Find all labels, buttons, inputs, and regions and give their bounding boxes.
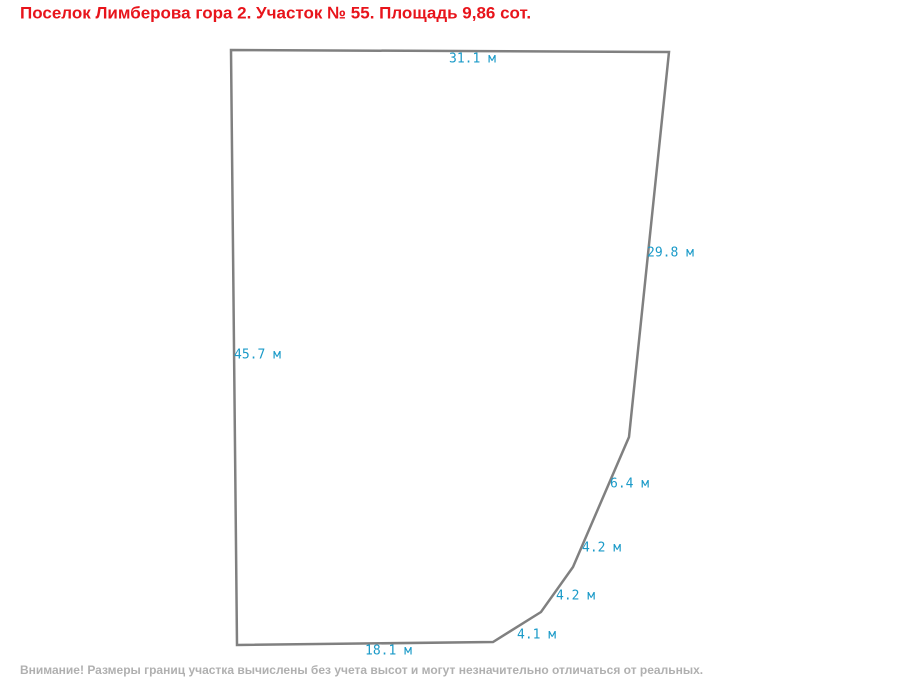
plot-boundary [229,48,671,647]
edge-length: 18.1 м [365,644,412,659]
disclaimer: Внимание! Размеры границ участка вычисле… [20,663,703,677]
edge-length: 4.2 м [556,589,595,604]
edge-length: 31.1 м [449,52,496,67]
edge-length: 4.1 м [517,628,556,643]
edge-length: 6.4 м [610,477,649,492]
edge-length: 45.7 м [234,348,281,363]
title: Поселок Лимберова гора 2. Участок № 55. … [20,3,531,22]
edge-length: 4.2 м [582,541,621,556]
edge-length: 29.8 м [647,246,694,261]
